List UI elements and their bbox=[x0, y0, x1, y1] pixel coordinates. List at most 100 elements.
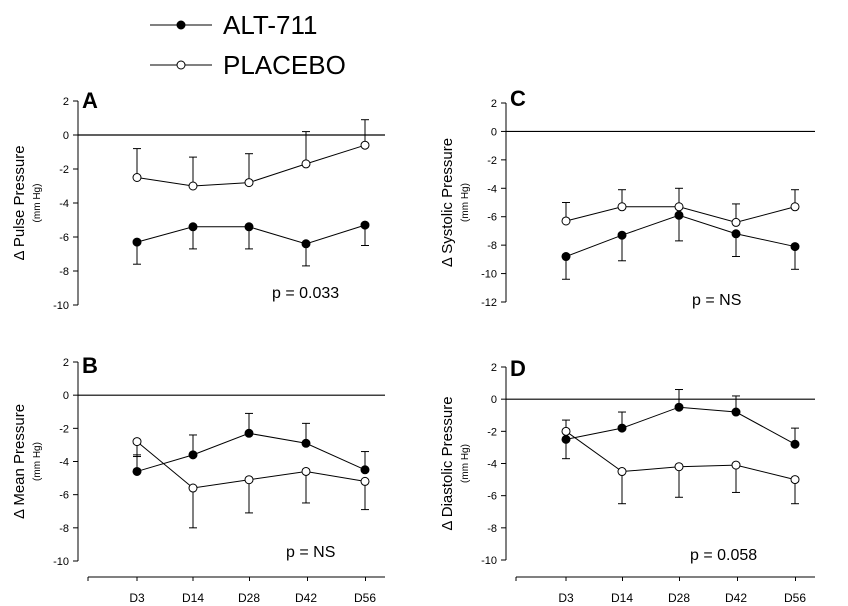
panel-letter: B bbox=[82, 353, 98, 378]
series-alt-711 bbox=[561, 210, 800, 280]
panel-d: 2 0 -2 -4 -6 -8 -10 D3 D14 D28 D42 D56 D Δ Diastolic … bbox=[439, 356, 815, 605]
y-tick-label: -10 bbox=[53, 556, 69, 568]
y-tick-label: -4 bbox=[487, 183, 497, 195]
data-point-d42 bbox=[301, 466, 311, 476]
legend-item-placebo: PLACEBO bbox=[150, 50, 346, 80]
x-tick-label-d3: D3 bbox=[558, 591, 574, 605]
x-tick-label-d14: D14 bbox=[611, 591, 633, 605]
data-point-d3 bbox=[132, 437, 142, 447]
y-tick-label: -10 bbox=[481, 269, 497, 281]
y-tick-label: -2 bbox=[487, 426, 497, 438]
panel-b: 2 0 -2 -4 -6 -8 -10 D3 D14 D28 D42 D56 B Δ Mean Press… bbox=[11, 353, 385, 605]
x-tick-label-d3: D3 bbox=[129, 591, 145, 605]
data-point-d14 bbox=[188, 450, 198, 460]
x-tick-label-d56: D56 bbox=[354, 591, 376, 605]
data-point-d3 bbox=[561, 216, 571, 226]
p-value: p = 0.033 bbox=[272, 285, 339, 302]
data-point-d3 bbox=[132, 237, 142, 247]
panel-c: 2 0 -2 -4 -6 -8 -10 -12 C Δ Systolic Pressure (mm … bbox=[439, 86, 815, 309]
data-point-d14 bbox=[188, 181, 198, 191]
data-point-d42 bbox=[301, 159, 311, 169]
x-tick-label-d56: D56 bbox=[784, 591, 806, 605]
series-line bbox=[565, 406, 796, 445]
y-tick-label: 2 bbox=[491, 98, 497, 110]
legend-label: PLACEBO bbox=[223, 50, 346, 80]
y-tick-label: -6 bbox=[59, 490, 69, 502]
y-tick-label: -8 bbox=[59, 266, 69, 278]
data-point-d56 bbox=[790, 475, 800, 485]
p-value: p = NS bbox=[286, 544, 335, 561]
series-line bbox=[565, 430, 796, 481]
y-tick-label: 0 bbox=[491, 394, 497, 406]
y-axis-unit: (mm Hg) bbox=[460, 183, 471, 222]
y-tick-label: -6 bbox=[487, 212, 497, 224]
y-tick-label: 2 bbox=[63, 96, 69, 108]
legend-marker bbox=[176, 60, 186, 70]
series-alt-711 bbox=[561, 389, 800, 449]
y-tick-label: -10 bbox=[53, 300, 69, 312]
y-tick-label: -4 bbox=[487, 459, 497, 471]
series-alt-711 bbox=[132, 220, 370, 267]
y-tick-label: -8 bbox=[59, 523, 69, 535]
y-tick-label: -4 bbox=[59, 457, 69, 469]
y-tick-label: -6 bbox=[487, 491, 497, 503]
y-tick-label: 0 bbox=[63, 130, 69, 142]
y-tick-label: -8 bbox=[487, 240, 497, 252]
y-tick-label: -4 bbox=[59, 198, 69, 210]
data-point-d14 bbox=[188, 483, 198, 493]
series-placebo bbox=[561, 187, 800, 227]
y-axis-title: Δ Systolic Pressure bbox=[439, 138, 456, 267]
data-point-d56 bbox=[360, 140, 370, 150]
series-line bbox=[565, 214, 796, 257]
data-point-d56 bbox=[790, 202, 800, 212]
p-value: p = 0.058 bbox=[690, 547, 757, 564]
panels: 2 0 -2 -4 -6 -8 -10 A Δ Pulse Pressure (mm Hg) p =… bbox=[11, 86, 815, 605]
data-point-d56 bbox=[790, 439, 800, 449]
p-value: p = NS bbox=[692, 292, 741, 309]
y-tick-label: 2 bbox=[491, 362, 497, 374]
series-placebo bbox=[561, 426, 800, 505]
data-point-d42 bbox=[731, 217, 741, 227]
data-point-d42 bbox=[731, 460, 741, 470]
y-tick-label: 0 bbox=[491, 126, 497, 138]
legend-marker bbox=[176, 20, 186, 30]
y-tick-label: -2 bbox=[59, 164, 69, 176]
data-point-d3 bbox=[561, 426, 571, 436]
series-line bbox=[136, 432, 366, 472]
y-axis-unit: (mm Hg) bbox=[32, 184, 43, 223]
data-point-d42 bbox=[731, 407, 741, 417]
data-point-d3 bbox=[561, 252, 571, 262]
x-tick-label-d42: D42 bbox=[295, 591, 317, 605]
x-tick-label-d14: D14 bbox=[182, 591, 204, 605]
data-point-d14 bbox=[188, 222, 198, 232]
panel-a: 2 0 -2 -4 -6 -8 -10 A Δ Pulse Pressure (mm Hg) p =… bbox=[11, 88, 385, 312]
data-point-d14 bbox=[617, 230, 627, 240]
data-point-d3 bbox=[132, 173, 142, 182]
data-point-d28 bbox=[674, 202, 684, 212]
y-axis-unit: (mm Hg) bbox=[460, 444, 471, 483]
data-point-d28 bbox=[244, 222, 254, 232]
y-tick-label: 2 bbox=[63, 357, 69, 369]
legend-item-alt-711: ALT-711 bbox=[150, 10, 317, 40]
data-point-d14 bbox=[617, 423, 627, 433]
data-point-d28 bbox=[244, 475, 254, 485]
y-tick-label: -2 bbox=[487, 155, 497, 167]
data-point-d28 bbox=[674, 402, 684, 412]
y-tick-label: -8 bbox=[487, 523, 497, 535]
series-placebo bbox=[132, 437, 370, 529]
data-point-d28 bbox=[674, 210, 684, 220]
y-axis-title: Δ Mean Pressure bbox=[11, 404, 28, 519]
panel-letter: C bbox=[510, 86, 526, 111]
legend-label: ALT-711 bbox=[223, 10, 317, 40]
legend: ALT-711 PLACEBO bbox=[150, 10, 346, 80]
panel-letter: A bbox=[82, 88, 98, 113]
y-tick-label: -10 bbox=[481, 555, 497, 567]
y-tick-label: -2 bbox=[59, 423, 69, 435]
data-point-d56 bbox=[790, 242, 800, 252]
series-placebo bbox=[132, 119, 370, 191]
y-tick-label: -12 bbox=[481, 297, 497, 309]
data-point-d56 bbox=[360, 220, 370, 230]
data-point-d3 bbox=[132, 466, 142, 476]
data-point-d42 bbox=[301, 438, 311, 448]
